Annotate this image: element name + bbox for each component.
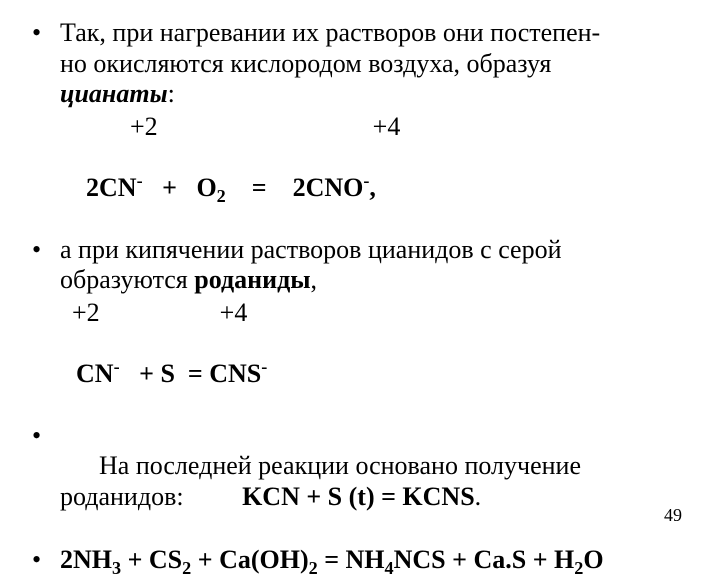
eq-part: O	[583, 545, 603, 574]
eq-part: + Ca(OH)	[191, 545, 308, 574]
eq-sub: 2	[217, 187, 226, 207]
text: а при кипячении растворов цианидов с сер…	[60, 235, 562, 264]
oxidation-state: +2	[130, 112, 158, 143]
eq-part: ,	[369, 173, 376, 202]
eq-sub: 4	[385, 559, 394, 579]
equation-1: 2CN- + O2 = 2CNO-,	[30, 143, 690, 235]
term-rhodanides: роданиды	[194, 265, 310, 294]
oxidation-row-2: +2 +4	[30, 298, 690, 329]
eq-part: + O	[143, 173, 217, 202]
eq-part: + S = CNS	[120, 359, 262, 388]
text: :	[168, 79, 175, 108]
bullet-4: • 2NH3 + CS2 + Ca(OH)2 = NH4NCS + Ca.S +…	[30, 545, 690, 576]
text: .	[475, 482, 482, 511]
bullet-marker: •	[30, 18, 60, 49]
oxidation-state: +2	[72, 298, 100, 329]
bullet-marker: •	[30, 545, 60, 576]
equation-4: 2NH3 + CS2 + Ca(OH)2 = NH4NCS + Ca.S + H…	[60, 545, 690, 576]
text: На последней реакции основано получение	[99, 451, 581, 480]
bullet-3-text: На последней реакции основано получениер…	[60, 421, 690, 544]
eq-part: 2CN	[86, 173, 137, 202]
equation-2: CN- + S = CNS-	[30, 329, 690, 421]
oxidation-row-1: +2 +4	[30, 112, 690, 143]
text: Так, при нагревании их растворов они пос…	[60, 18, 600, 47]
oxidation-state: +4	[220, 298, 248, 329]
page-number: 49	[664, 505, 682, 526]
eq-part: = NH	[318, 545, 385, 574]
eq-part: 2NH	[60, 545, 112, 574]
bullet-marker: •	[30, 235, 60, 266]
eq-sub: 3	[112, 559, 121, 579]
eq-sub: 2	[309, 559, 318, 579]
bullet-1-text: Так, при нагревании их растворов они пос…	[60, 18, 690, 110]
term-cyanates: цианаты	[60, 79, 168, 108]
oxidation-state: +4	[373, 112, 401, 143]
slide-content: • Так, при нагревании их растворов они п…	[30, 18, 690, 576]
bullet-2: • а при кипячении растворов цианидов с с…	[30, 235, 690, 296]
text: ,	[311, 265, 318, 294]
text: роданидов:	[60, 482, 242, 511]
eq-part: = 2CNO	[226, 173, 364, 202]
eq-part: + CS	[121, 545, 182, 574]
bullet-3: • На последней реакции основано получени…	[30, 421, 690, 544]
eq-sup: -	[261, 357, 267, 377]
eq-sub: 2	[182, 559, 191, 579]
eq-sub: 2	[574, 559, 583, 579]
bullet-marker: •	[30, 421, 60, 452]
bullet-2-text: а при кипячении растворов цианидов с сер…	[60, 235, 690, 296]
bullet-1: • Так, при нагревании их растворов они п…	[30, 18, 690, 110]
text: но окисляются кислородом воздуха, образу…	[60, 49, 551, 78]
equation-3: KCN + S (t) = KCNS	[242, 482, 475, 511]
eq-part: CN	[76, 359, 114, 388]
text: образуются	[60, 265, 194, 294]
eq-part: NCS + Ca.S + H	[394, 545, 575, 574]
